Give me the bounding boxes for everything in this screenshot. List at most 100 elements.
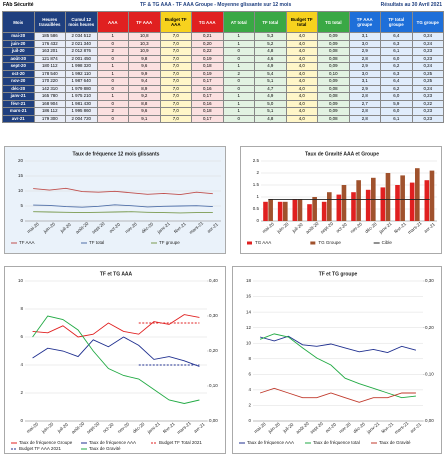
- table-cell: 121 874: [33, 54, 66, 63]
- column-header: Cumul 12 mois heures: [65, 11, 98, 33]
- legend-label: Taux de Gravité: [89, 446, 121, 451]
- table-row: mars-21 186 112 1 995 860 2 9,6 7,0 0,18 1 5,1 4,…: [2, 107, 444, 116]
- month-cell: sept-20: [2, 62, 35, 71]
- chart-title: Taux de fréquence 12 mois glissants: [73, 151, 160, 157]
- legend-label: Taux de fréquence AAA: [89, 440, 136, 445]
- y-tick-label: 2.5: [253, 158, 260, 163]
- bar: [321, 201, 327, 221]
- legend-label: TF AAA: [19, 240, 35, 245]
- table-cell: 2: [222, 69, 255, 78]
- table-cell: 0,22: [411, 99, 444, 108]
- series-line: [32, 336, 200, 367]
- table-cell: 6,0: [380, 107, 413, 116]
- y-tick-label: 8: [248, 356, 251, 361]
- table-cell: 3,0: [348, 39, 381, 48]
- table-cell: 6,1: [380, 114, 413, 123]
- table-cell: 7,0: [159, 54, 192, 63]
- legend-label: TF total: [89, 240, 104, 245]
- table-cell: 1: [96, 92, 129, 101]
- table-row: oct-20 178 540 1 992 110 1 9,9 7,0 0,19 2 5,4 4,0…: [2, 69, 444, 78]
- tf-tg-group-chart: TF et TG groupe 0 2 4 6 8 10 12 14 16 18 0,00 0,10 0,…: [232, 266, 442, 454]
- y2-tick-label: 0,20: [209, 348, 218, 353]
- table-cell: 4,0: [285, 32, 318, 41]
- table-cell: 6,4: [380, 32, 413, 41]
- table-cell: 0,25: [411, 69, 444, 78]
- table-cell: 1: [96, 69, 129, 78]
- month-cell: août-20: [2, 54, 35, 63]
- bar: [365, 189, 371, 221]
- column-header: TF AAA: [128, 11, 161, 33]
- series-line: [33, 204, 213, 208]
- table-cell: 2 034 512: [65, 32, 98, 41]
- table-cell: 2,8: [348, 114, 381, 123]
- column-header: TF total groupe: [380, 11, 413, 33]
- table-cell: 5,4: [254, 69, 287, 78]
- table-cell: 2 004 720: [65, 114, 98, 123]
- table-row: juin-20 176 432 2 021 340 0 10,3 7,0 0,20 1 5,2 4…: [2, 39, 444, 48]
- table-cell: 0: [96, 77, 129, 86]
- y-tick-label: 2: [20, 390, 23, 395]
- table-cell: 2,7: [348, 99, 381, 108]
- table-cell: 1: [222, 32, 255, 41]
- table-cell: 4,0: [285, 69, 318, 78]
- y-tick-label: 10: [18, 278, 24, 283]
- table-cell: 4,6: [254, 54, 287, 63]
- table-cell: 0,20: [191, 39, 224, 48]
- series-line: [259, 333, 416, 399]
- table-cell: 1 975 210: [65, 92, 98, 101]
- column-header: Budget TF total: [285, 11, 318, 33]
- table-cell: 0,09: [317, 77, 350, 86]
- column-header: TF AAA groupe: [348, 11, 381, 33]
- table-cell: 7,0: [159, 107, 192, 116]
- table-cell: 0,21: [191, 32, 224, 41]
- table-cell: 1 995 860: [65, 107, 98, 116]
- table-cell: 7,0: [159, 32, 192, 41]
- table-cell: 4,0: [285, 62, 318, 71]
- legend-label: TG Groupe: [318, 240, 341, 245]
- table-cell: 4,7: [254, 84, 287, 93]
- y-tick-label: 16: [246, 294, 252, 299]
- table-cell: 0,24: [411, 39, 444, 48]
- legend-label: TG AAA: [255, 240, 271, 245]
- bar: [292, 199, 298, 221]
- y2-tick-label: 0,10: [209, 383, 218, 388]
- series-line: [32, 315, 200, 404]
- table-cell: 6,2: [380, 62, 413, 71]
- table-cell: 2: [96, 47, 129, 56]
- app-name: FAb Sécurité: [3, 2, 34, 8]
- table-cell: 1: [222, 99, 255, 108]
- y-tick-label: 1.5: [253, 182, 260, 187]
- bar: [263, 201, 268, 221]
- table-cell: 1: [222, 39, 255, 48]
- table-cell: 0,24: [411, 32, 444, 41]
- chart-background: [5, 147, 225, 253]
- table-cell: 0,23: [411, 47, 444, 56]
- table-cell: 7,0: [159, 92, 192, 101]
- table-cell: 4,8: [254, 114, 287, 123]
- table-cell: 3,1: [348, 77, 381, 86]
- table-cell: 9,6: [128, 62, 161, 71]
- table-row: sept-20 180 112 1 998 320 1 9,6 7,0 0,18 1 4,9 4,…: [2, 62, 444, 71]
- table-cell: 6,3: [380, 69, 413, 78]
- table-cell: 6,1: [380, 47, 413, 56]
- bar: [351, 192, 356, 221]
- chart-background: [5, 267, 225, 453]
- table-cell: 7,0: [159, 69, 192, 78]
- legend-label: Budget TF Total 2021: [159, 440, 202, 445]
- bar: [341, 185, 347, 221]
- y-tick-label: 18: [246, 278, 252, 283]
- y-tick-label: 12: [246, 325, 252, 330]
- month-cell: janv-21: [2, 92, 35, 101]
- month-cell: oct-20: [2, 69, 35, 78]
- table-cell: 4,0: [285, 107, 318, 116]
- y2-tick-label: 0,00: [209, 418, 218, 423]
- table-cell: 7,0: [159, 47, 192, 56]
- kpi-table: Mois Heures travaillées Cumul 12 mois heur…: [2, 11, 444, 123]
- series-line: [33, 211, 213, 214]
- table-cell: 0,23: [411, 92, 444, 101]
- table-cell: 0: [96, 54, 129, 63]
- table-cell: 2 012 876: [65, 47, 98, 56]
- table-cell: 4,0: [285, 92, 318, 101]
- bar: [268, 199, 273, 221]
- y-tick-label: 14: [246, 309, 252, 314]
